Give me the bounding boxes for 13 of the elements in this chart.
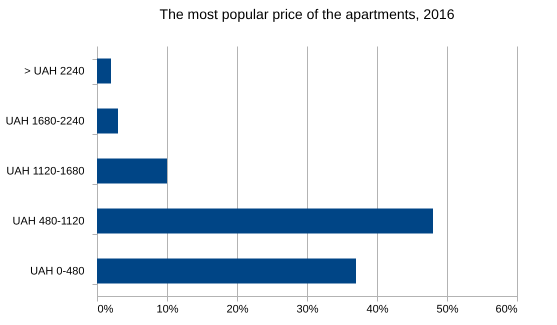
y-tick-label: UAH 480-1120 [12,216,84,228]
y-tick-label: UAH 1680-2240 [6,116,84,128]
x-tick-label: 30% [296,304,319,316]
x-tick-label: 10% [156,304,179,316]
x-tick-label: 50% [436,304,459,316]
x-tick-label: 60% [495,304,518,316]
chart-title: The most popular price of the apartments, 2016 [160,6,455,22]
x-tick-label: 20% [226,304,249,316]
y-tick-label: UAH 0-480 [30,266,84,278]
x-tick-label: 0% [98,304,114,316]
y-tick-label: > UAH 2240 [24,66,84,78]
x-tick-label: 40% [366,304,389,316]
y-tick-label: UAH 1120-1680 [6,166,84,178]
